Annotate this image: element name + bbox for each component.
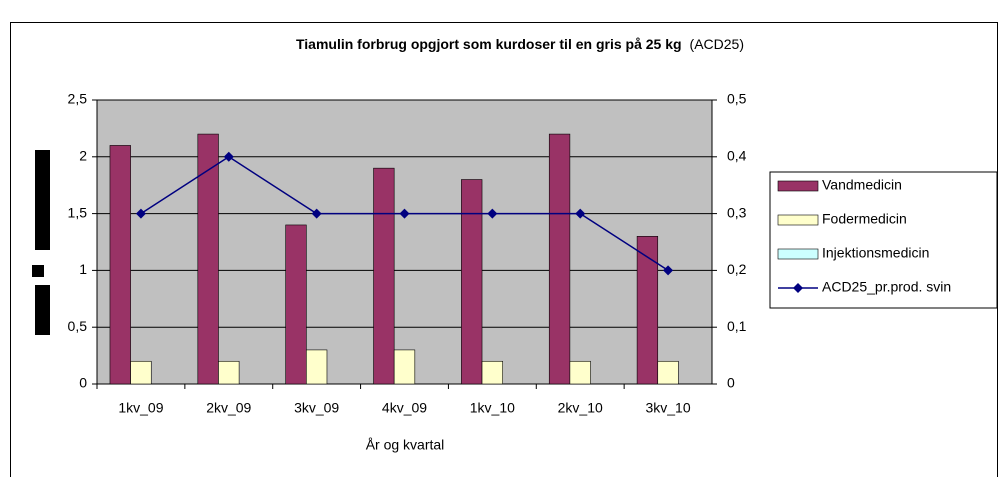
bar: [285, 224, 307, 385]
y-tick-label: 0: [79, 375, 87, 391]
y-tick-label: 1,5: [68, 204, 88, 220]
bar: [548, 133, 571, 385]
bar: [130, 360, 152, 385]
marker: [487, 208, 498, 219]
y-tick-label: 2: [79, 148, 87, 164]
y2-tick-label: 0,1: [727, 318, 747, 334]
y2-tick-label: 0,4: [727, 148, 747, 164]
x-tick-label: 3kv_10: [645, 400, 690, 416]
legend-box: [769, 171, 998, 309]
x-tick-label: 4kv_09: [382, 400, 427, 416]
bar: [373, 167, 395, 385]
redaction: [32, 265, 44, 277]
legend-swatch: [777, 214, 819, 226]
legend-label: ACD25_pr.prod. svin: [822, 279, 951, 295]
chart-title-group: Tiamulin forbrug opgjort som kurdoser ti…: [296, 36, 744, 52]
marker: [311, 208, 322, 219]
legend-label: Vandmedicin: [822, 177, 902, 193]
x-axis-label: År og kvartal: [366, 437, 445, 453]
x-tick-label: 1kv_10: [470, 400, 515, 416]
y2-tick-label: 0,5: [727, 91, 747, 107]
bar: [657, 360, 679, 385]
x-tick-label: 1kv_09: [118, 400, 163, 416]
legend-marker: [793, 283, 803, 293]
x-tick-label: 2kv_10: [558, 400, 603, 416]
x-tick-label: 3kv_09: [294, 400, 339, 416]
y2-tick-label: 0,2: [727, 261, 747, 277]
marker: [223, 151, 234, 162]
legend-swatch: [777, 180, 819, 192]
bar: [218, 360, 240, 385]
bar: [481, 360, 503, 385]
plot-area: [96, 99, 713, 385]
chart-title: Tiamulin forbrug opgjort som kurdoser ti…: [296, 36, 682, 52]
bar: [109, 145, 131, 385]
bar: [393, 349, 416, 385]
redaction: [35, 285, 50, 335]
bar: [306, 349, 328, 385]
y-tick-label: 0,5: [68, 318, 88, 334]
marker: [135, 208, 146, 219]
marker: [399, 208, 410, 219]
y2-tick-label: 0,3: [727, 204, 747, 220]
x-tick-label: 2kv_09: [206, 400, 251, 416]
redaction: [35, 150, 50, 250]
marker: [575, 208, 586, 219]
bar: [636, 236, 659, 385]
y-tick-label: 2,5: [68, 91, 88, 107]
legend-label: Injektionsmedicin: [822, 245, 929, 261]
bar: [569, 360, 591, 385]
legend-swatch: [777, 248, 819, 260]
y2-tick-label: 0: [727, 375, 735, 391]
bar: [461, 179, 483, 385]
y-tick-label: 1: [79, 261, 87, 277]
bar: [197, 133, 219, 385]
chart-subtitle: (ACD25): [690, 36, 744, 52]
marker: [663, 265, 674, 276]
legend-label: Fodermedicin: [822, 211, 907, 227]
